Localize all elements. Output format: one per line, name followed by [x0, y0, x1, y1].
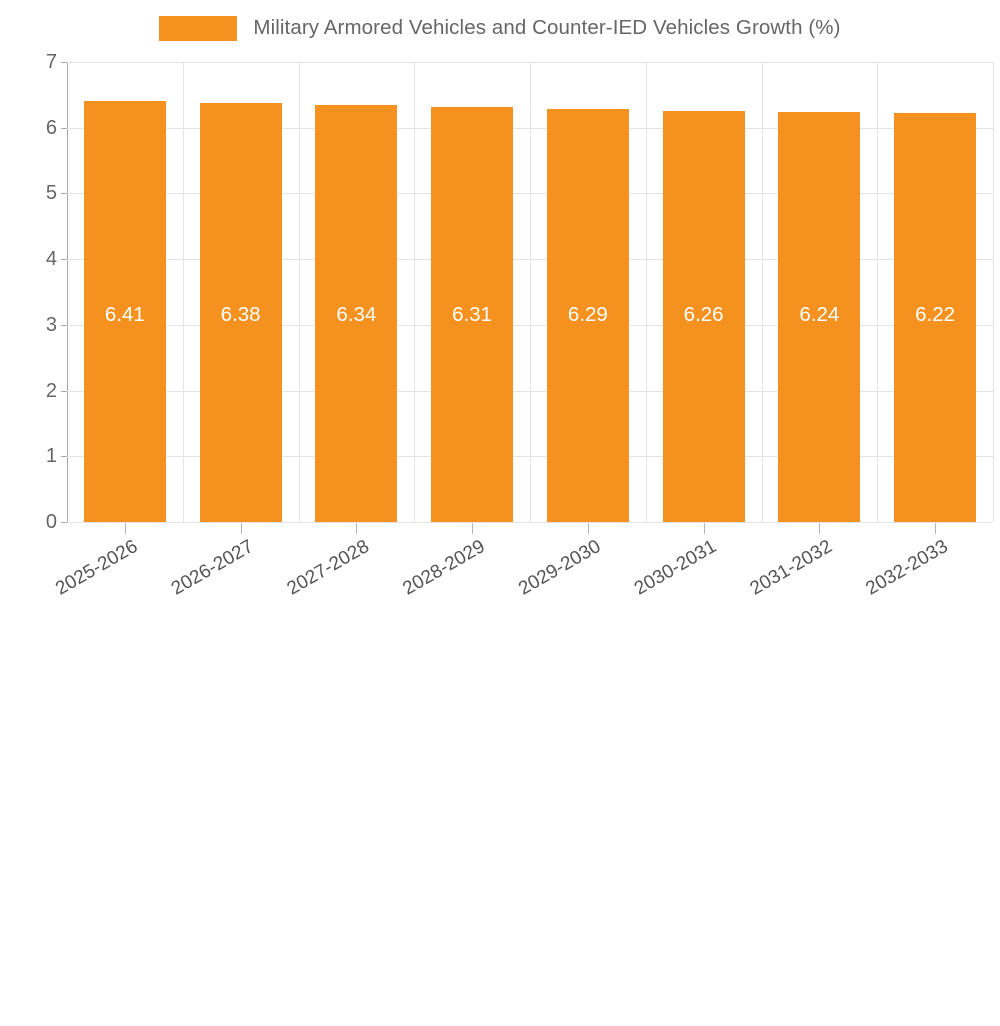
x-tick-mark [704, 523, 705, 534]
bar[interactable]: 6.38 [199, 102, 282, 522]
bar-value-label: 6.22 [915, 303, 956, 326]
y-axis-tick-label: 6 [45, 116, 57, 139]
bar-value-label: 6.29 [567, 303, 608, 326]
bar-value-label: 6.26 [683, 303, 724, 326]
y-axis-tick-label: 4 [45, 248, 57, 271]
x-axis-category-label: 2026-2027 [167, 536, 258, 600]
x-tick-mark [125, 523, 126, 534]
legend-color-swatch [159, 15, 238, 41]
y-axis-tick-label: 3 [45, 313, 57, 336]
y-tick-mark [61, 62, 67, 63]
x-tick-mark [472, 523, 473, 534]
y-axis-tick-label: 0 [45, 511, 57, 533]
y-gridline [67, 522, 993, 523]
bar-value-label: 6.41 [104, 303, 145, 326]
x-gridline [299, 62, 300, 522]
bar[interactable]: 6.34 [315, 105, 398, 522]
x-axis-category-label: 2029-2030 [515, 536, 605, 600]
y-tick-mark [61, 127, 67, 129]
x-tick-mark [935, 523, 936, 534]
bar[interactable]: 6.26 [662, 110, 745, 522]
y-tick-mark [61, 259, 67, 261]
y-axis-tick-label: 2 [45, 379, 57, 402]
legend-label: Military Armored Vehicles and Counter-IE… [253, 16, 841, 39]
x-gridline [646, 62, 647, 522]
y-tick-mark [61, 324, 67, 326]
bar-value-label: 6.24 [799, 303, 840, 326]
bar-value-label: 6.31 [452, 303, 493, 326]
y-tick-mark [61, 193, 67, 195]
x-tick-mark [356, 523, 357, 534]
bar-chart: Military Armored Vehicles and Counter-IE… [0, 0, 1000, 600]
y-axis-tick-label: 5 [45, 182, 57, 205]
x-axis-category-label: 2028-2029 [399, 536, 489, 600]
x-gridline [414, 62, 415, 522]
bar[interactable]: 6.29 [546, 108, 629, 522]
x-gridline [993, 62, 994, 522]
y-axis-tick-label: 7 [45, 51, 57, 73]
x-gridline [530, 62, 531, 522]
bar[interactable]: 6.31 [431, 107, 514, 522]
y-axis-labels: 0 1 2 3 4 5 6 7 [0, 0, 57, 600]
x-tick-mark [819, 523, 820, 534]
y-axis-tick-label: 1 [45, 445, 57, 468]
bar[interactable]: 6.22 [894, 113, 977, 522]
x-gridline [183, 62, 184, 522]
y-tick-mark [61, 390, 67, 392]
x-tick-mark [588, 523, 589, 534]
legend-entry[interactable]: Military Armored Vehicles and Counter-IE… [159, 15, 841, 41]
y-axis-line [67, 62, 68, 523]
plot-area: 6.41 6.38 6.34 6.31 6.29 6.26 6.24 6.22 [67, 62, 994, 523]
chart-legend: Military Armored Vehicles and Counter-IE… [0, 0, 1000, 62]
x-gridline [877, 62, 878, 522]
bar[interactable]: 6.41 [83, 100, 166, 522]
x-gridline [762, 62, 763, 522]
y-tick-mark [61, 456, 67, 458]
bar-value-label: 6.38 [220, 303, 261, 326]
bar[interactable]: 6.24 [778, 111, 861, 522]
x-tick-mark [241, 523, 242, 534]
bar-value-label: 6.34 [336, 303, 377, 326]
y-tick-mark [61, 522, 67, 523]
